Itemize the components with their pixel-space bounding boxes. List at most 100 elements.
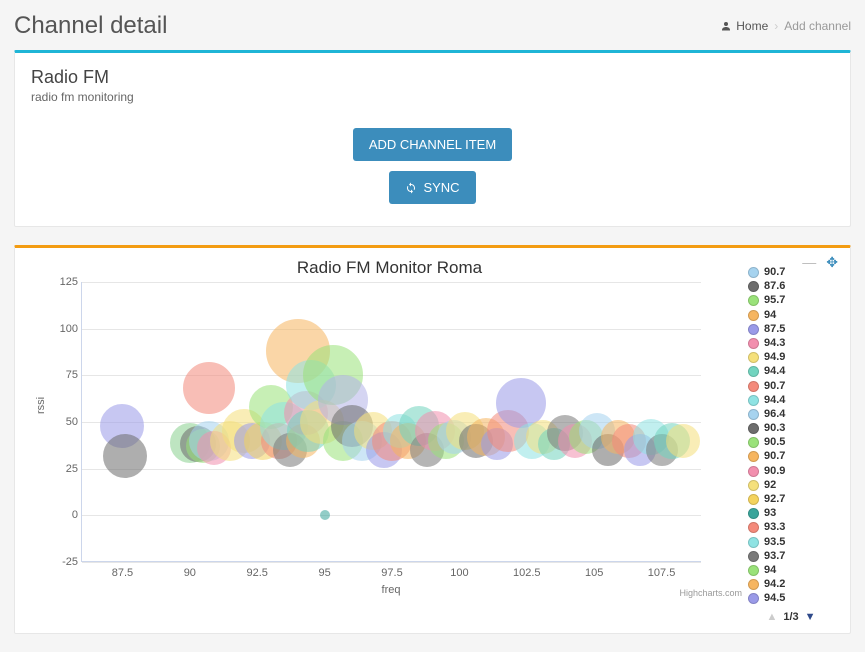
chart-legend: 90.787.695.79487.594.394.994.490.794.496… — [748, 258, 834, 623]
legend-item[interactable]: 94.9 — [748, 351, 834, 364]
pager-prev-icon: ▲ — [766, 611, 777, 623]
legend-item[interactable]: 90.5 — [748, 436, 834, 449]
legend-label: 93.7 — [764, 550, 785, 563]
panel-tools: — ✥ — [802, 254, 838, 271]
legend-item[interactable]: 94 — [748, 309, 834, 322]
legend-swatch — [748, 494, 759, 505]
minimize-icon[interactable]: — — [802, 254, 816, 271]
y-tick-label: 0 — [48, 509, 78, 521]
chart-credit[interactable]: Highcharts.com — [679, 588, 742, 598]
y-tick-label: 100 — [48, 323, 78, 335]
pager-next-icon[interactable]: ▼ — [805, 611, 816, 623]
legend-item[interactable]: 90.9 — [748, 465, 834, 478]
breadcrumb: Home › Add channel — [720, 19, 851, 33]
legend-swatch — [748, 381, 759, 392]
y-tick-label: -25 — [48, 556, 78, 568]
legend-item[interactable]: 94.2 — [748, 578, 834, 591]
legend-item[interactable]: 90.7 — [748, 450, 834, 463]
legend-item[interactable]: 94 — [748, 564, 834, 577]
legend-swatch — [748, 324, 759, 335]
legend-swatch — [748, 295, 759, 306]
chart-panel: — ✥ Radio FM Monitor Roma rssi -25025507… — [14, 245, 851, 634]
x-tick-label: 107.5 — [648, 567, 676, 579]
chart-bubble[interactable] — [320, 510, 330, 520]
legend-swatch — [748, 338, 759, 349]
legend-label: 93 — [764, 507, 776, 520]
legend-label: 90.7 — [764, 450, 785, 463]
gridline — [82, 375, 701, 376]
breadcrumb-home-label: Home — [736, 19, 768, 33]
sync-button[interactable]: SYNC — [389, 171, 475, 204]
x-tick-label: 87.5 — [112, 567, 133, 579]
legend-label: 94 — [764, 309, 776, 322]
x-tick-label: 100 — [450, 567, 468, 579]
gridline — [82, 515, 701, 516]
legend-swatch — [748, 409, 759, 420]
legend-item[interactable]: 90.3 — [748, 422, 834, 435]
legend-item[interactable]: 92.7 — [748, 493, 834, 506]
legend-swatch — [748, 423, 759, 434]
legend-swatch — [748, 352, 759, 363]
chart-bubble[interactable] — [183, 362, 235, 414]
legend-label: 94.9 — [764, 351, 785, 364]
pager-text: 1/3 — [783, 611, 798, 623]
legend-item[interactable]: 93.5 — [748, 536, 834, 549]
legend-item[interactable]: 93.7 — [748, 550, 834, 563]
breadcrumb-home[interactable]: Home — [720, 19, 768, 33]
legend-item[interactable]: 94.3 — [748, 337, 834, 350]
chart-title: Radio FM Monitor Roma — [31, 258, 748, 278]
breadcrumb-current: Add channel — [784, 19, 851, 33]
chart-bubble[interactable] — [103, 434, 147, 478]
channel-subtitle: radio fm monitoring — [31, 90, 834, 104]
legend-item[interactable]: 90.7 — [748, 380, 834, 393]
legend-swatch — [748, 537, 759, 548]
legend-label: 94.2 — [764, 578, 785, 591]
legend-label: 92 — [764, 479, 776, 492]
legend-item[interactable]: 94.4 — [748, 394, 834, 407]
legend-label: 93.3 — [764, 521, 785, 534]
legend-swatch — [748, 437, 759, 448]
legend-label: 94.3 — [764, 337, 785, 350]
legend-swatch — [748, 508, 759, 519]
y-axis-label: rssi — [35, 397, 47, 414]
x-axis-label: freq — [81, 584, 701, 596]
legend-item[interactable]: 87.5 — [748, 323, 834, 336]
legend-swatch — [748, 593, 759, 604]
y-tick-label: 50 — [48, 416, 78, 428]
legend-label: 93.5 — [764, 536, 785, 549]
legend-label: 87.6 — [764, 280, 785, 293]
chart-plot[interactable]: -25025507510012587.59092.59597.5100102.5… — [81, 282, 701, 562]
legend-label: 90.3 — [764, 422, 785, 435]
y-tick-label: 25 — [48, 463, 78, 475]
add-channel-item-button[interactable]: ADD CHANNEL ITEM — [353, 128, 512, 161]
expand-icon[interactable]: ✥ — [826, 254, 838, 271]
legend-swatch — [748, 551, 759, 562]
channel-title: Radio FM — [31, 67, 834, 88]
legend-swatch — [748, 366, 759, 377]
legend-item[interactable]: 92 — [748, 479, 834, 492]
legend-item[interactable]: 93 — [748, 507, 834, 520]
chart-bubble[interactable] — [666, 424, 700, 458]
legend-label: 87.5 — [764, 323, 785, 336]
legend-item[interactable]: 94.5 — [748, 592, 834, 605]
legend-swatch — [748, 579, 759, 590]
legend-swatch — [748, 281, 759, 292]
legend-label: 90.5 — [764, 436, 785, 449]
x-tick-label: 102.5 — [513, 567, 541, 579]
add-channel-item-label: ADD CHANNEL ITEM — [369, 137, 496, 152]
legend-item[interactable]: 87.6 — [748, 280, 834, 293]
page-header: Channel detail Home › Add channel — [0, 0, 865, 50]
legend-swatch — [748, 466, 759, 477]
legend-swatch — [748, 522, 759, 533]
legend-item[interactable]: 94.4 — [748, 365, 834, 378]
legend-item[interactable]: 96.4 — [748, 408, 834, 421]
legend-item[interactable]: 93.3 — [748, 521, 834, 534]
gridline — [82, 469, 701, 470]
legend-label: 94 — [764, 564, 776, 577]
legend-swatch — [748, 451, 759, 462]
user-icon — [720, 20, 732, 32]
legend-item[interactable]: 95.7 — [748, 294, 834, 307]
sync-icon — [405, 182, 417, 194]
legend-label: 94.5 — [764, 592, 785, 605]
legend-swatch — [748, 395, 759, 406]
